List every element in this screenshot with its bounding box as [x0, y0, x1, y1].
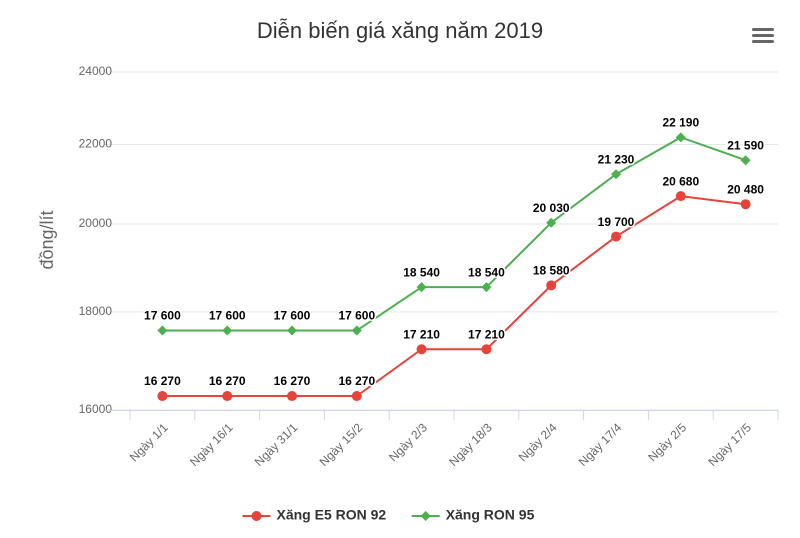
menu-bar: [752, 34, 774, 37]
data-label: 17 600: [274, 309, 311, 323]
marker: [740, 199, 751, 210]
x-tick-label: Ngày 1/1: [127, 420, 171, 464]
x-tick-label: Ngày 2/5: [645, 420, 689, 464]
data-label: 17 210: [468, 327, 505, 341]
y-tick-label: 16000: [79, 402, 113, 416]
marker: [287, 391, 297, 402]
marker: [611, 169, 621, 180]
data-label: 18 580: [533, 264, 570, 278]
menu-button[interactable]: [752, 28, 774, 43]
data-label: 17 600: [209, 309, 246, 323]
data-label: 16 270: [144, 374, 181, 388]
menu-bar: [752, 40, 774, 43]
marker: [546, 217, 557, 228]
y-tick-label: 18000: [79, 304, 113, 318]
data-label: 21 230: [598, 152, 635, 166]
x-tick-label: Ngày 17/4: [576, 420, 625, 469]
y-tick-label: 24000: [79, 64, 113, 78]
y-tick-label: 22000: [79, 137, 113, 151]
data-label: 20 680: [662, 174, 699, 188]
series: 17 600 17 600 17 600 17 600 18 540 18 540 20 0…: [143, 114, 766, 336]
x-tick-label: Ngày 2/4: [516, 420, 560, 464]
marker: [351, 325, 362, 336]
data-label: 16 270: [338, 374, 375, 388]
marker: [546, 280, 557, 291]
chart-title: Diễn biến giá xăng năm 2019: [257, 18, 543, 43]
x-tick-label: Ngày 17/5: [705, 420, 754, 469]
marker: [222, 325, 233, 336]
x-tick-label: Ngày 31/1: [252, 420, 301, 469]
x-tick-label: Ngày 15/2: [317, 420, 366, 469]
data-label: 16 270: [274, 374, 311, 388]
y-axis-title: đồng/lít: [37, 210, 57, 269]
legend-label: Xăng RON 95: [446, 507, 535, 523]
legend-label: Xăng E5 RON 92: [277, 507, 387, 523]
data-label: 21 590: [727, 138, 764, 152]
marker: [481, 282, 492, 293]
legend-marker: [420, 511, 431, 521]
x-tick-label: Ngày 18/3: [446, 420, 495, 469]
data-label: 20 030: [533, 201, 570, 215]
series-line: [162, 195, 746, 398]
x-tick-label: Ngày 2/3: [386, 420, 430, 464]
marker: [416, 344, 427, 355]
x-tick-label: Ngày 16/1: [187, 420, 236, 469]
legend-marker: [251, 511, 262, 521]
data-label: 16 270: [209, 374, 246, 388]
data-label: 17 600: [144, 309, 181, 323]
marker: [351, 391, 362, 402]
data-label: 19 700: [598, 215, 635, 229]
marker: [481, 344, 492, 355]
marker: [157, 325, 168, 336]
data-label: 17 210: [403, 327, 440, 341]
data-label: 17 600: [338, 309, 375, 323]
series-line: [162, 136, 746, 332]
data-label: 20 480: [727, 182, 764, 196]
data-label: 18 540: [468, 265, 505, 279]
marker: [611, 231, 621, 242]
marker: [740, 155, 751, 166]
marker: [222, 391, 233, 402]
series: 16 270 16 270 16 270 16 270 17 210 17 210 18 5…: [143, 173, 766, 402]
menu-bar: [752, 28, 774, 31]
legend-item[interactable]: Xăng RON 95: [411, 507, 535, 523]
marker: [157, 391, 168, 402]
y-tick-label: 20000: [79, 216, 113, 230]
data-label: 22 190: [662, 116, 699, 130]
marker: [416, 282, 427, 293]
marker: [675, 132, 686, 143]
legend-item[interactable]: Xăng E5 RON 92: [242, 507, 387, 523]
marker: [675, 191, 686, 202]
data-label: 18 540: [403, 265, 440, 279]
marker: [287, 325, 297, 336]
